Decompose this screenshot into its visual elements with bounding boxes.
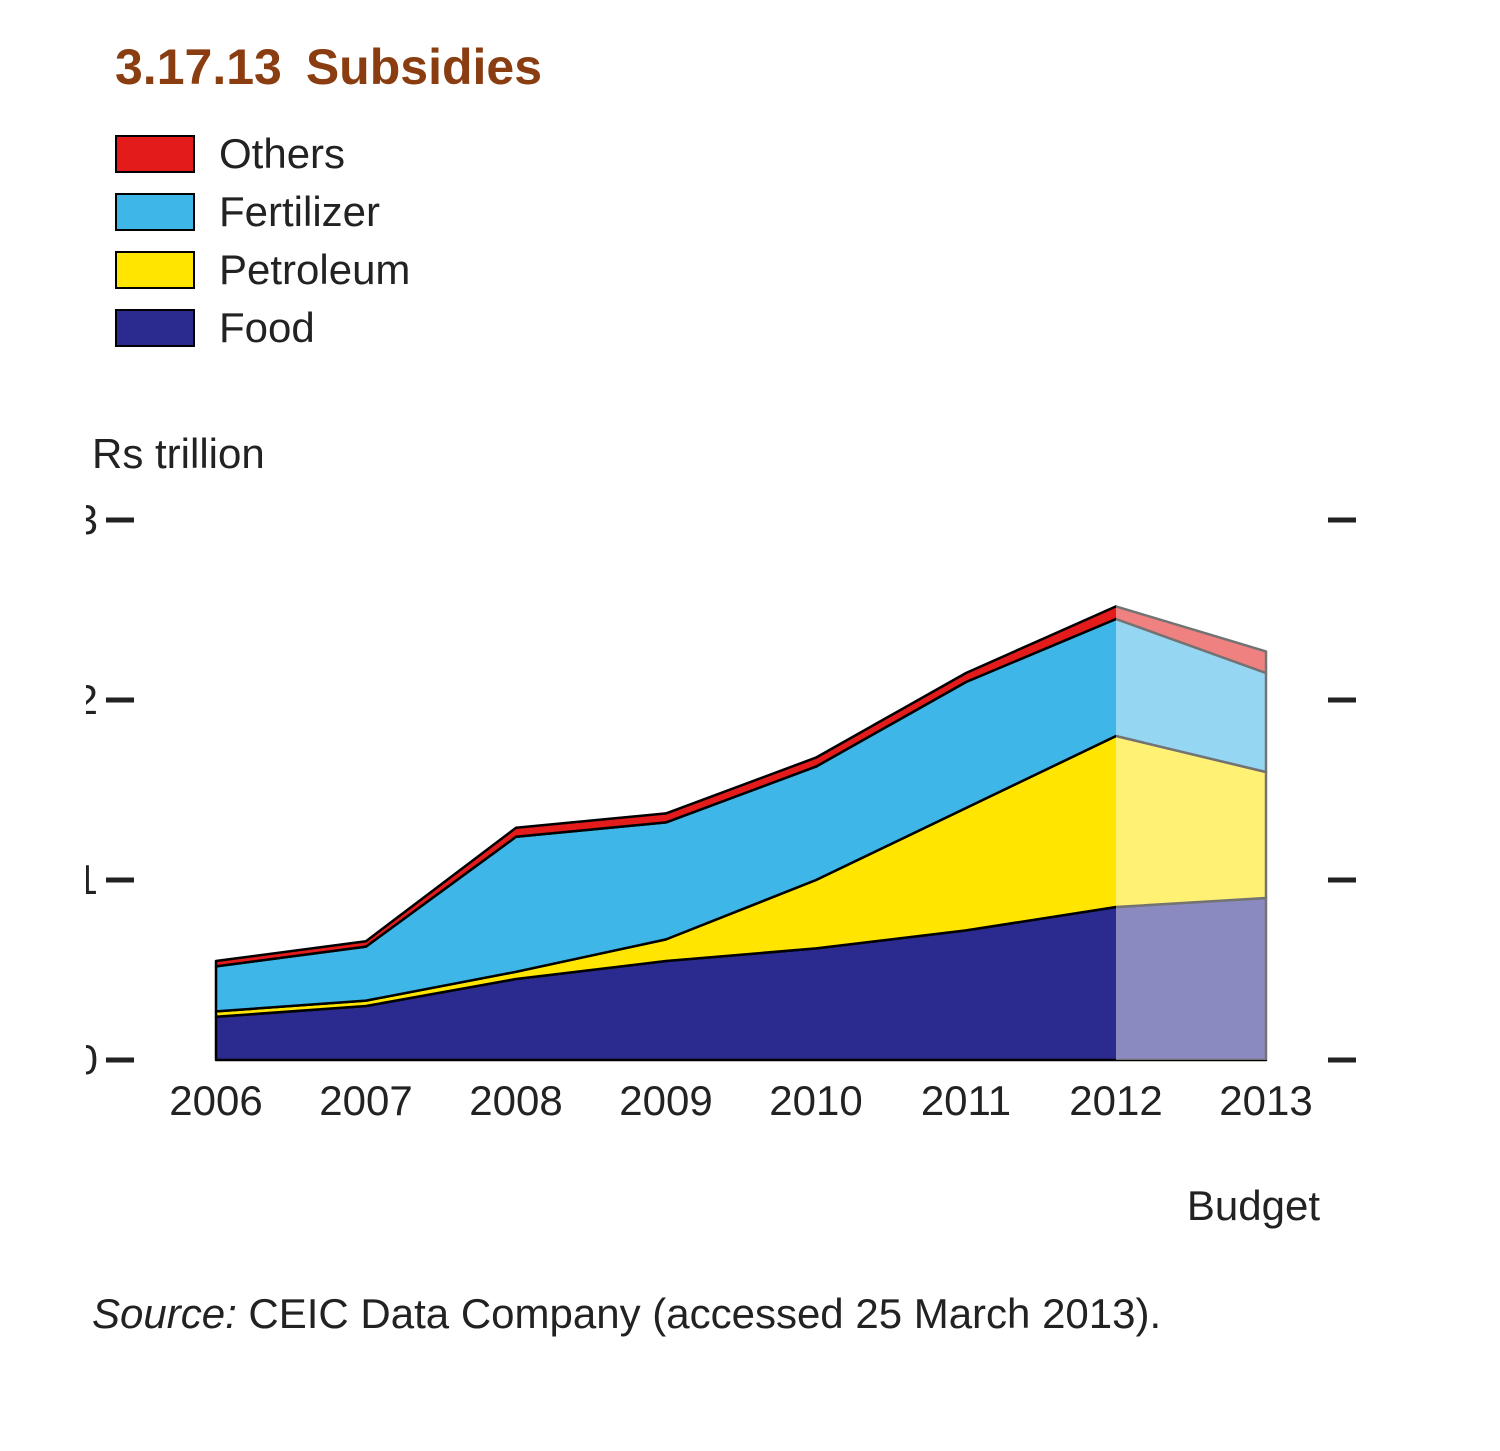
y-tick-label: 2 bbox=[86, 676, 98, 723]
legend-label: Food bbox=[219, 304, 315, 352]
legend-item: Food bbox=[115, 304, 410, 352]
title-text: Subsidies bbox=[306, 39, 542, 95]
legend: Others Fertilizer Petroleum Food bbox=[115, 130, 410, 362]
y-tick-label: 1 bbox=[86, 856, 98, 903]
y-tick-label: 0 bbox=[86, 1036, 98, 1083]
x-tick-label: 2010 bbox=[769, 1077, 862, 1124]
source-text: CEIC Data Company (accessed 25 March 201… bbox=[248, 1290, 1161, 1337]
legend-item: Petroleum bbox=[115, 246, 410, 294]
legend-swatch bbox=[115, 251, 195, 289]
legend-item: Others bbox=[115, 130, 410, 178]
title-number: 3.17.13 bbox=[115, 39, 282, 95]
stacked-area-chart: 0 1 2 3 2006 2007 2008 2009 2010 2011 2012 2013 bbox=[86, 480, 1416, 1180]
source-prefix: Source: bbox=[92, 1290, 237, 1337]
legend-swatch bbox=[115, 193, 195, 231]
legend-label: Others bbox=[219, 130, 345, 178]
source-citation: Source: CEIC Data Company (accessed 25 M… bbox=[92, 1290, 1161, 1338]
x-tick-label: 2012 bbox=[1069, 1077, 1162, 1124]
y-axis-unit-label: Rs trillion bbox=[92, 430, 265, 478]
figure-container: { "title": { "number": "3.17.13", "text"… bbox=[0, 0, 1500, 1451]
legend-swatch bbox=[115, 309, 195, 347]
x-tick-label: 2011 bbox=[921, 1077, 1011, 1124]
x-tick-label: 2008 bbox=[469, 1077, 562, 1124]
legend-item: Fertilizer bbox=[115, 188, 410, 236]
x-tick-label: 2009 bbox=[619, 1077, 712, 1124]
legend-label: Petroleum bbox=[219, 246, 410, 294]
legend-swatch bbox=[115, 135, 195, 173]
legend-label: Fertilizer bbox=[219, 188, 380, 236]
budget-label: Budget bbox=[1187, 1182, 1320, 1230]
x-tick-label: 2006 bbox=[169, 1077, 262, 1124]
x-tick-label: 2013 bbox=[1219, 1077, 1312, 1124]
forecast-fade-overlay bbox=[1116, 515, 1301, 1060]
x-tick-label: 2007 bbox=[319, 1077, 412, 1124]
y-tick-label: 3 bbox=[86, 496, 98, 543]
page-title: 3.17.13 Subsidies bbox=[115, 38, 542, 96]
